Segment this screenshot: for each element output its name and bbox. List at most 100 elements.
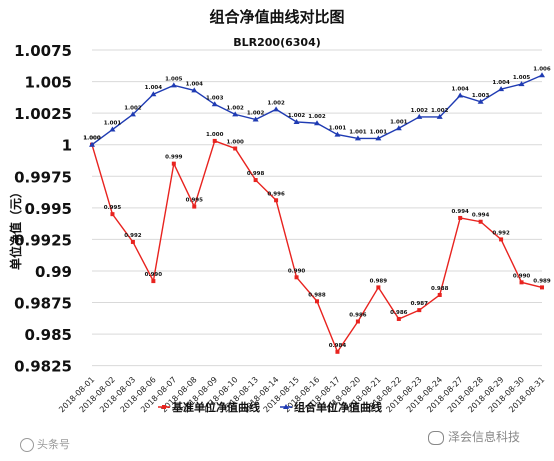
data-label: 1.002 [247,110,265,116]
data-point [457,92,464,98]
data-label: 0.988 [431,286,449,292]
data-label: 1.004 [145,85,163,91]
data-label: 1.003 [472,93,490,99]
data-label: 0.984 [329,343,347,349]
data-label: 1.001 [390,119,408,125]
data-point [354,135,361,141]
data-point [499,237,504,242]
data-label: 0.995 [104,205,122,211]
legend-label: 组合单位净值曲线 [294,400,382,414]
data-label: 1.001 [349,129,367,135]
data-label: 0.988 [308,292,326,298]
data-label: 0.992 [124,233,142,239]
data-label: 1.001 [370,129,388,135]
data-label: 1.004 [492,80,510,86]
data-label: 1.006 [533,66,551,72]
data-point [539,72,545,78]
data-label: 1.002 [411,108,429,114]
chart-title: 组合净值曲线对比图 [209,8,344,26]
data-point [150,91,157,97]
data-label: 1.004 [451,86,469,92]
data-label: 1.000 [83,136,101,142]
data-point [109,126,116,132]
wechat-logo-icon [428,430,444,445]
y-tick-labels: 1.0075 1.005 1.0025 1 0.9975 0.995 0.9925 0.99 0… [14,42,72,376]
y-tick-label: 0.9825 [14,358,72,376]
data-label: 0.994 [472,213,490,219]
data-label: 0.989 [533,278,551,284]
data-point [253,178,258,183]
data-label: 0.990 [145,272,163,278]
data-label: 1.002 [308,114,326,120]
data-point [293,118,300,124]
data-point [498,86,505,92]
data-point [518,81,525,87]
data-point [192,204,197,209]
data-point [376,285,381,290]
data-point [375,135,382,141]
data-point [334,131,341,137]
data-point [233,146,238,151]
legend-marker [283,404,289,409]
watermark-left: 头条号 [20,436,70,452]
y-tick-label: 0.995 [25,200,72,218]
data-point [274,198,279,203]
data-point [416,113,423,119]
data-point [315,299,319,304]
data-label: 0.990 [513,273,531,279]
data-point [437,292,442,297]
data-point [171,161,176,166]
data-label: 1.003 [206,95,224,101]
data-point [294,275,299,280]
data-label: 1.004 [186,81,204,87]
data-point [170,82,177,88]
y-tick-label: 0.9975 [14,168,72,186]
data-point [519,280,524,285]
weibo-logo-icon [20,438,34,452]
data-label: 0.989 [370,278,388,284]
data-label: 0.999 [165,155,183,161]
data-point [232,111,239,117]
x-tick-labels: 2018-08-012018-08-022018-08-032018-08-06… [57,375,546,414]
data-point [355,319,360,324]
y-tick-label: 0.985 [25,326,72,344]
data-point [395,125,402,131]
data-label: 0.995 [186,198,204,204]
data-label: 1.002 [124,105,142,111]
y-tick-label: 1 [62,137,72,155]
data-point [540,285,544,290]
data-label: 0.986 [390,310,408,316]
data-label: 1.001 [104,121,122,127]
data-point [477,98,484,104]
data-label: 1.005 [513,75,531,81]
series-line [91,140,543,354]
data-point [314,120,320,126]
y-tick-label: 0.9925 [14,231,72,249]
series-layer: 1.0000.9950.9920.9900.9990.9951.0001.000… [83,66,551,354]
data-point [211,101,218,107]
legend-label: 基准单位净值曲线 [171,400,260,414]
data-label: 1.000 [226,139,244,145]
data-point [478,219,483,224]
legend: 基准单位净值曲线 组合单位净值曲线 [158,400,382,414]
y-tick-label: 1.0025 [14,105,72,123]
data-label: 1.000 [206,132,224,138]
data-point [458,215,463,220]
data-label: 0.986 [349,312,367,318]
data-point [273,106,280,112]
data-point [130,239,135,244]
data-point [417,308,422,313]
data-label: 1.002 [226,105,244,111]
data-point [151,279,156,284]
series-portfolio: 1.0001.0011.0021.0041.0051.0041.0031.002… [83,66,551,147]
data-label: 1.001 [329,126,347,132]
data-label: 1.002 [431,108,449,114]
data-label: 0.994 [451,209,469,215]
chart-subtitle: BLR200(6304) [233,36,321,49]
data-label: 0.992 [492,230,510,236]
data-label: 1.005 [165,76,183,82]
data-label: 0.987 [411,301,429,307]
data-point [129,111,136,117]
data-point [436,113,443,119]
watermark-left-text: 头条号 [37,438,70,451]
